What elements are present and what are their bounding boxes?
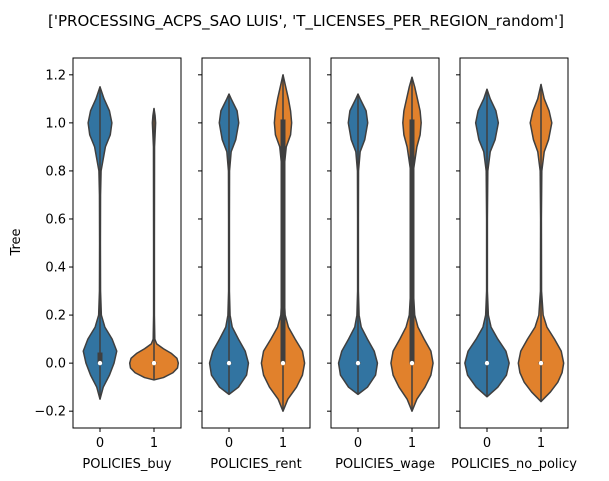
x-axis-label: POLICIES_rent bbox=[210, 457, 301, 472]
panel-frame bbox=[201, 57, 311, 429]
violin-median bbox=[280, 360, 286, 366]
violin-median bbox=[484, 360, 490, 366]
x-tick-label: 0 bbox=[354, 436, 362, 451]
x-tick-label: 0 bbox=[225, 436, 233, 451]
x-tick-label: 1 bbox=[150, 436, 158, 451]
x-axis-label: POLICIES_buy bbox=[82, 457, 172, 472]
violin-median bbox=[409, 360, 415, 366]
x-tick-label: 0 bbox=[96, 436, 104, 451]
x-tick-label: 0 bbox=[483, 436, 491, 451]
x-axis-label: POLICIES_wage bbox=[335, 457, 435, 472]
figure-title: ['PROCESSING_ACPS_SAO LUIS', 'T_LICENSES… bbox=[48, 12, 564, 31]
y-tick-label: 0.4 bbox=[45, 261, 66, 276]
violin-median bbox=[151, 360, 157, 366]
panel-2: 0 1 POLICIES_rent bbox=[198, 57, 311, 472]
y-tick-label: 0.8 bbox=[45, 164, 66, 179]
x-tick-label: 1 bbox=[279, 436, 287, 451]
y-tick-label: 1.2 bbox=[45, 68, 66, 83]
panel-frame bbox=[459, 57, 569, 429]
violin-median bbox=[226, 360, 232, 366]
panel-frame bbox=[72, 57, 182, 429]
x-axis-label: POLICIES_no_policy bbox=[451, 457, 577, 472]
violin-box bbox=[409, 119, 415, 365]
y-tick-label: 0.6 bbox=[45, 212, 66, 227]
y-tick-label: 0.0 bbox=[45, 357, 66, 372]
panel-3: 0 1 POLICIES_wage bbox=[327, 57, 440, 472]
panel-frame bbox=[330, 57, 440, 429]
violin-box bbox=[280, 119, 286, 365]
x-tick-label: 1 bbox=[408, 436, 416, 451]
violin-box bbox=[97, 352, 103, 365]
y-axis-label: Tree bbox=[9, 228, 24, 256]
panel-1: 1.2 1.0 0.8 0.6 0.4 0.2 0.0 −0.2 0 1 POLICIES_buy bbox=[34, 57, 182, 472]
violin-median bbox=[538, 360, 544, 366]
x-tick-label: 1 bbox=[537, 436, 545, 451]
panels: 1.2 1.0 0.8 0.6 0.4 0.2 0.0 −0.2 0 1 POLICIES_buy 0… bbox=[34, 57, 577, 472]
y-tick-label: −0.2 bbox=[34, 405, 66, 420]
violin-median bbox=[97, 360, 103, 366]
y-tick-label: 0.2 bbox=[45, 309, 66, 324]
violin-median bbox=[355, 360, 361, 366]
y-tick-label: 1.0 bbox=[45, 116, 66, 131]
panel-4: 0 1 POLICIES_no_policy bbox=[451, 57, 577, 472]
